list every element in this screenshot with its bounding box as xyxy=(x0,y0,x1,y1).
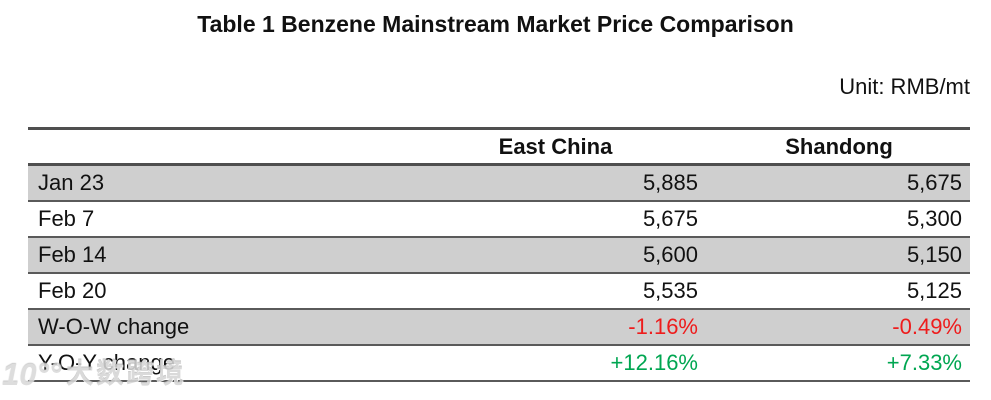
row-label: Feb 7 xyxy=(38,206,95,231)
header-row-label xyxy=(28,128,403,165)
table-row-jan-23: Jan 23 5,885 5,675 xyxy=(28,164,970,201)
east-china-value: +12.16% xyxy=(610,350,698,375)
header-east-china: East China xyxy=(403,128,708,165)
shandong-value: +7.33% xyxy=(886,350,962,375)
east-china-value: 5,600 xyxy=(642,242,698,267)
table-title: Table 1 Benzene Mainstream Market Price … xyxy=(197,11,794,37)
shandong-value: 5,125 xyxy=(906,278,962,303)
shandong-value: 5,150 xyxy=(906,242,962,267)
table-row-wow-change: W-O-W change -1.16% -0.49% xyxy=(28,309,970,345)
east-china-value: 5,885 xyxy=(642,170,698,195)
east-china-value: 5,535 xyxy=(642,278,698,303)
row-label: Y-O-Y change xyxy=(38,350,175,375)
unit-label: Unit: RMB/mt xyxy=(839,74,970,99)
table-row-feb-20: Feb 20 5,535 5,125 xyxy=(28,273,970,309)
row-label: Feb 14 xyxy=(38,242,107,267)
header-shandong: Shandong xyxy=(708,128,970,165)
east-china-value: -1.16% xyxy=(628,314,698,339)
shandong-value: 5,300 xyxy=(906,206,962,231)
table-row-feb-14: Feb 14 5,600 5,150 xyxy=(28,237,970,273)
table-row-feb-7: Feb 7 5,675 5,300 xyxy=(28,201,970,237)
price-table: East China Shandong Jan 23 5,885 5,675 F… xyxy=(28,127,970,382)
header-row: East China Shandong xyxy=(28,128,970,165)
shandong-value: 5,675 xyxy=(906,170,962,195)
row-label: Jan 23 xyxy=(38,170,105,195)
table-row-yoy-change: Y-O-Y change +12.16% +7.33% xyxy=(28,345,970,381)
east-china-value: 5,675 xyxy=(642,206,698,231)
row-label: W-O-W change xyxy=(38,314,190,339)
row-label: Feb 20 xyxy=(38,278,107,303)
shandong-value: -0.49% xyxy=(892,314,962,339)
